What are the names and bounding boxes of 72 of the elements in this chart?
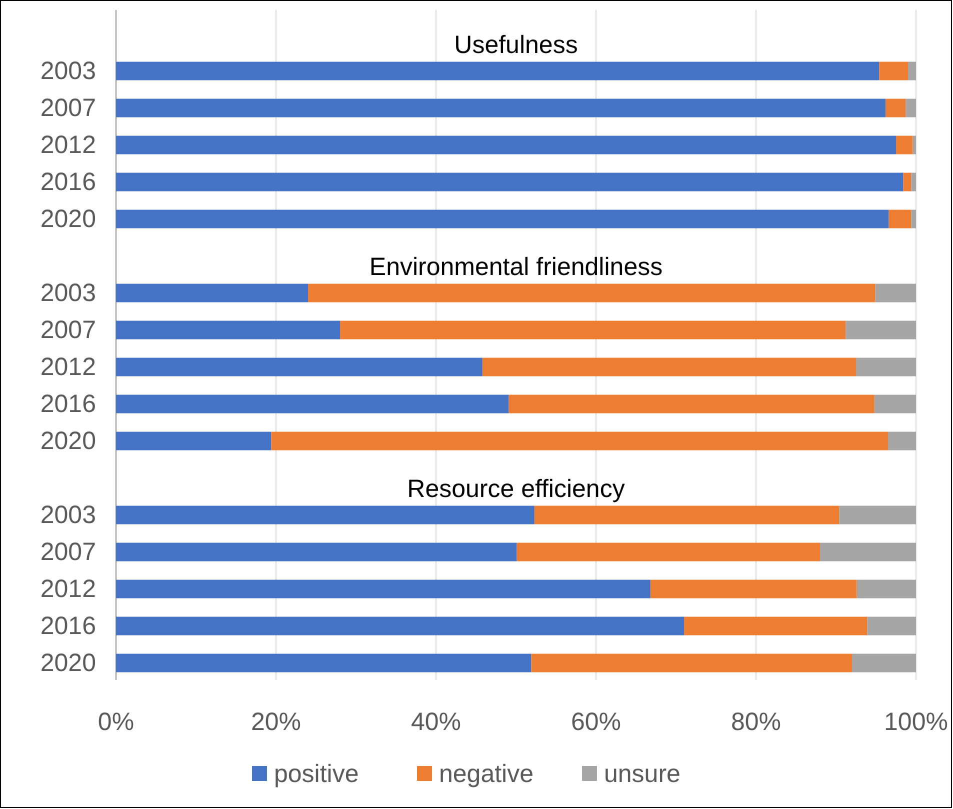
bar: [482, 358, 856, 376]
y-tick-label: 2012: [40, 131, 96, 159]
y-tick-label: 2012: [40, 353, 96, 381]
bar: [856, 358, 916, 376]
y-tick-label: 2007: [40, 94, 96, 122]
x-tick-label: 60%: [570, 708, 622, 736]
bar: [340, 320, 846, 340]
y-tick-label: 2020: [40, 649, 96, 677]
x-tick-label: 80%: [730, 708, 782, 736]
bar: [116, 616, 684, 636]
legend-label: positive: [274, 760, 359, 788]
bar: [879, 62, 908, 80]
bar: [875, 284, 916, 302]
bar: [116, 98, 886, 118]
bar: [116, 542, 517, 562]
y-tick-label: 2003: [40, 279, 96, 307]
y-tick-label: 2016: [40, 390, 96, 418]
bar: [116, 506, 534, 524]
bar: [116, 284, 308, 302]
bar: [116, 580, 650, 598]
chart-title: Usefulness: [454, 31, 578, 59]
bar: [908, 62, 916, 80]
bar: [271, 432, 888, 450]
y-tick-label: 2016: [40, 612, 96, 640]
y-tick-label: 2020: [40, 205, 96, 233]
bar: [839, 506, 916, 524]
bar: [308, 284, 876, 302]
legend-label: unsure: [604, 760, 680, 788]
legend-label: negative: [439, 760, 534, 788]
chart-title: Resource efficiency: [407, 475, 626, 503]
bar: [856, 580, 916, 598]
bar: [888, 210, 912, 228]
y-tick-label: 2020: [40, 427, 96, 455]
y-tick-label: 2003: [40, 57, 96, 85]
bar: [911, 210, 916, 228]
bar: [534, 506, 840, 524]
bar: [684, 616, 868, 636]
bar: [116, 172, 904, 192]
y-tick-label: 2003: [40, 501, 96, 529]
bar: [888, 432, 916, 450]
y-tick-label: 2007: [40, 316, 96, 344]
bar: [896, 136, 913, 154]
bar: [903, 172, 912, 192]
bar: [116, 320, 340, 340]
bar: [906, 98, 916, 118]
bar: [116, 394, 509, 414]
bar: [116, 62, 880, 80]
bar: [650, 580, 857, 598]
bar: [116, 210, 889, 228]
bar: [867, 616, 916, 636]
x-tick-label: 40%: [410, 708, 462, 736]
bar: [508, 394, 874, 414]
bar: [531, 654, 852, 672]
y-tick-label: 2007: [40, 538, 96, 566]
bar: [116, 136, 896, 154]
x-tick-label: 20%: [250, 708, 302, 736]
bar: [846, 320, 916, 340]
bar: [820, 542, 916, 562]
bar: [911, 172, 916, 192]
bar: [886, 98, 906, 118]
x-tick-label: 0%: [98, 708, 134, 736]
x-tick-label: 100%: [884, 708, 948, 736]
bar: [874, 394, 916, 414]
bar: [116, 432, 272, 450]
bar: [852, 654, 916, 672]
bar: [912, 136, 916, 154]
y-tick-label: 2012: [40, 575, 96, 603]
chart-title: Environmental friendliness: [369, 253, 663, 281]
bar: [116, 654, 532, 672]
bar: [516, 542, 820, 562]
y-tick-label: 2016: [40, 168, 96, 196]
bar: [116, 358, 482, 376]
